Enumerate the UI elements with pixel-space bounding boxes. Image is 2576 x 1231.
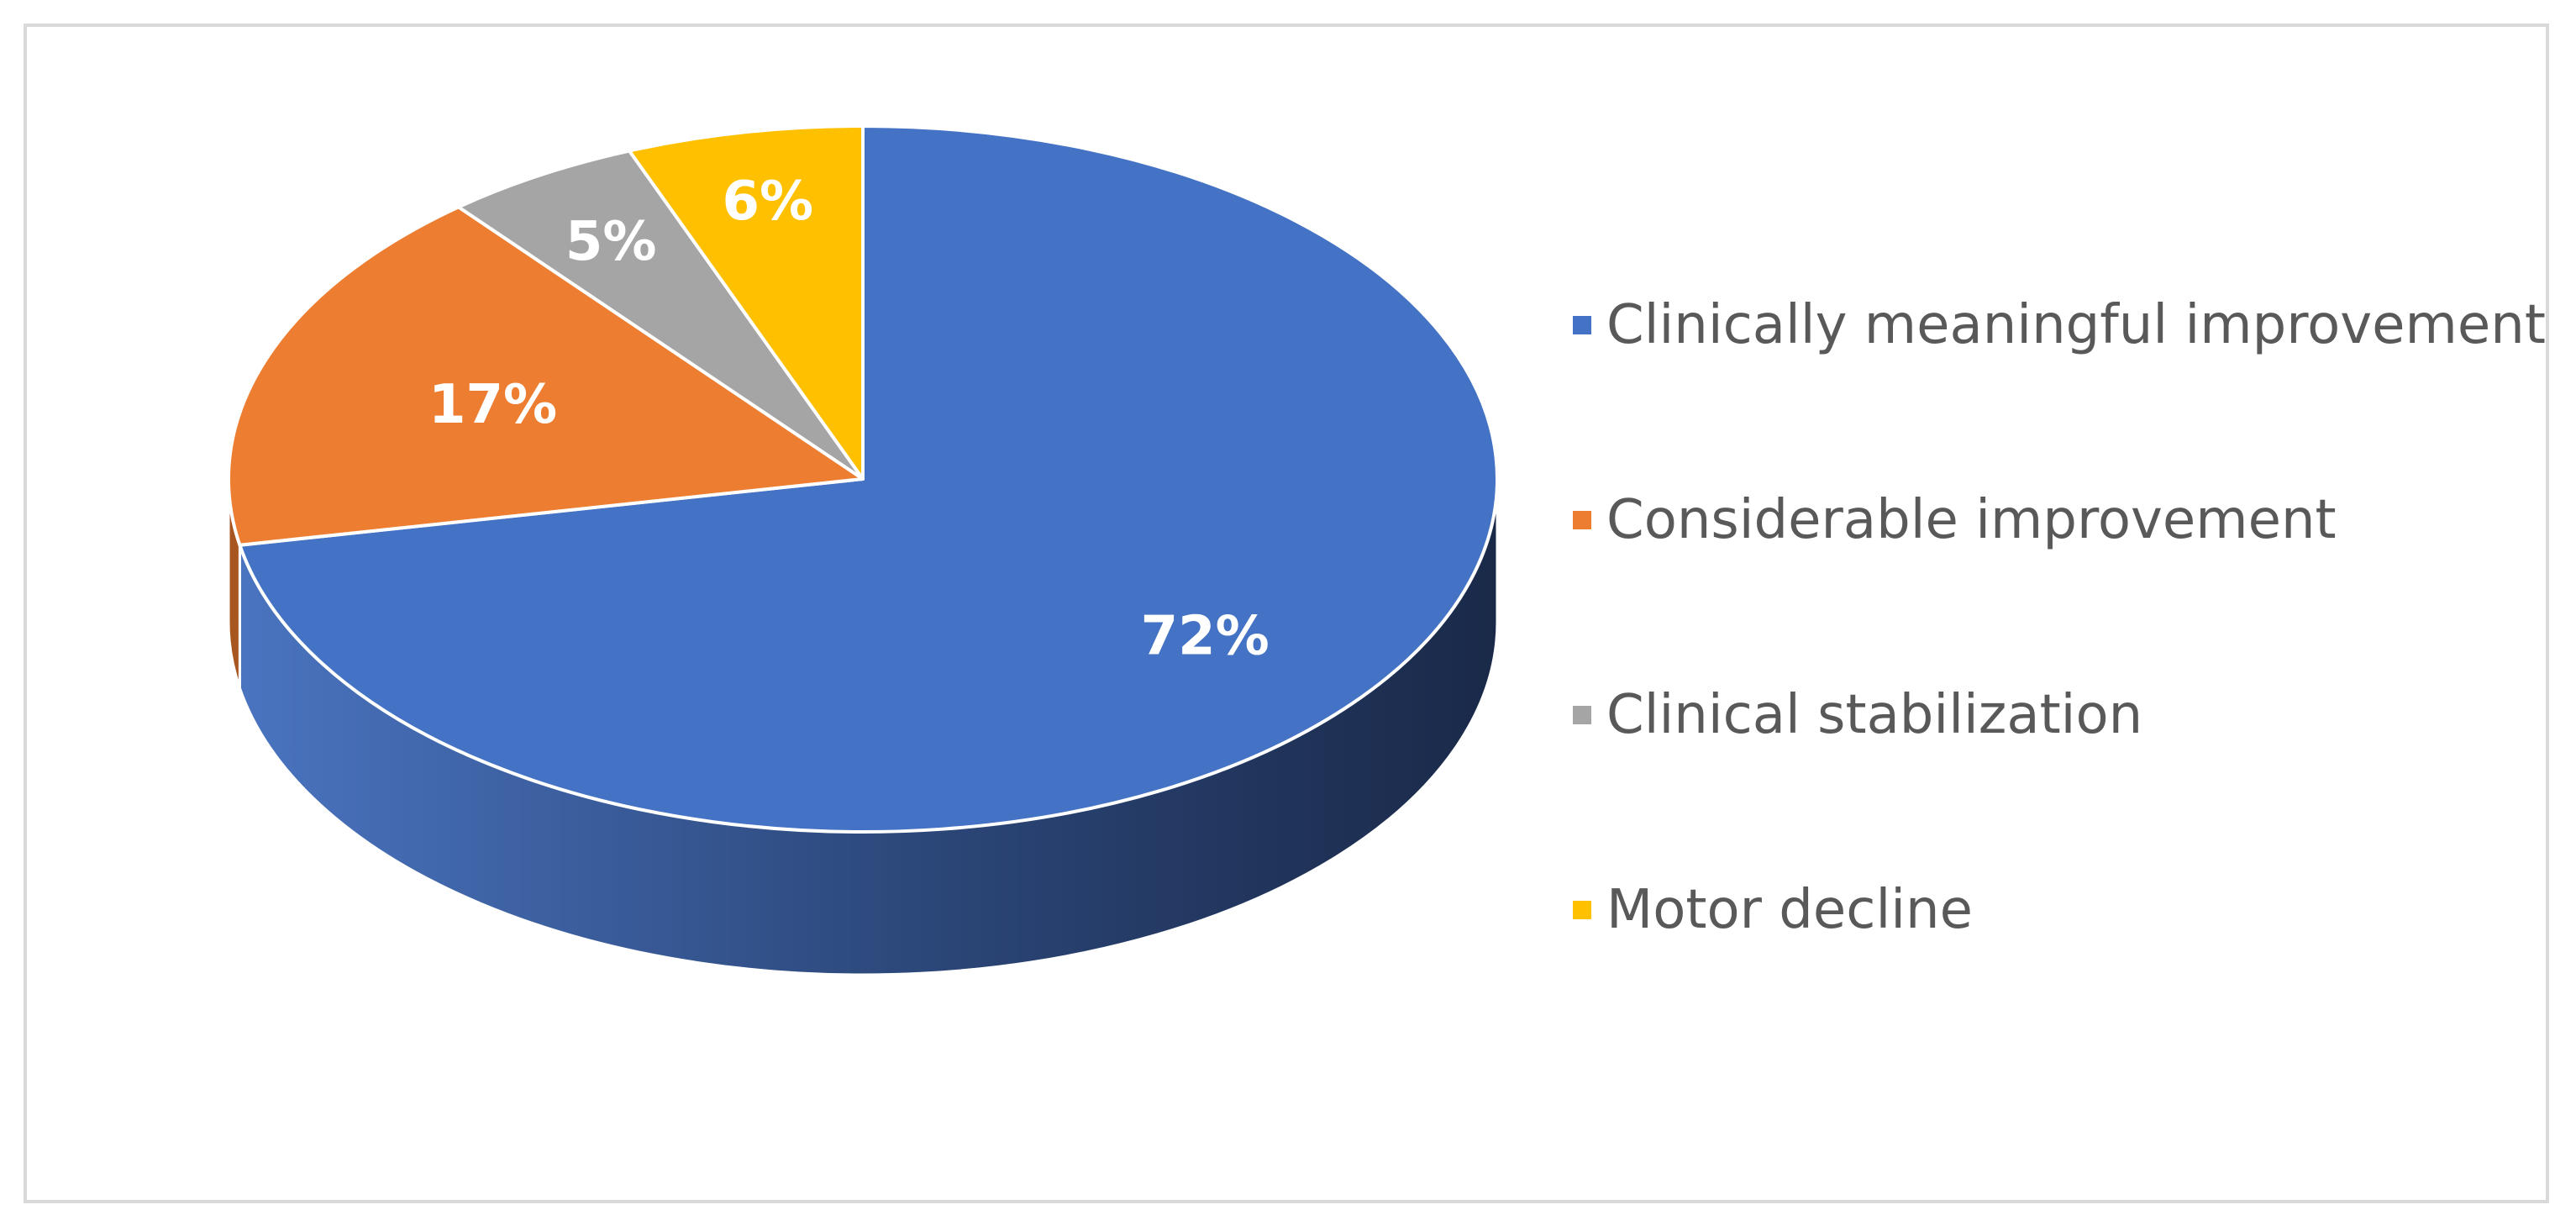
legend: Clinically meaningful improvement Conside… <box>1573 294 2546 941</box>
legend-label-1: Considerable improvement <box>1606 489 2337 551</box>
pie-slice-1 <box>227 205 865 547</box>
legend-label-0: Clinically meaningful improvement <box>1606 294 2546 356</box>
pie-slice-3 <box>628 124 865 481</box>
pie-slice-0 <box>238 124 1499 834</box>
legend-label-2: Clinical stabilization <box>1606 684 2142 746</box>
legend-label-3: Motor decline <box>1606 879 1973 941</box>
legend-swatch-0 <box>1573 316 1591 334</box>
legend-swatch-3 <box>1573 901 1591 919</box>
legend-swatch-1 <box>1573 511 1591 529</box>
legend-swatch-2 <box>1573 706 1591 724</box>
slice-label-1: 17% <box>428 374 557 436</box>
slice-label-0: 72% <box>1141 605 1270 667</box>
pie-slice-2 <box>456 149 865 481</box>
slice-label-3: 6% <box>722 171 813 233</box>
slice-label-2: 5% <box>565 211 657 273</box>
